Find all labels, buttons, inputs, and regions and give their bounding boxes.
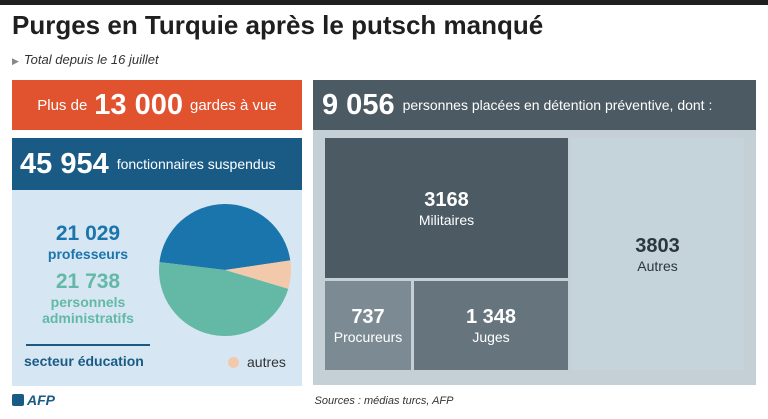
treemap-cell-autres-name: Autres	[637, 257, 678, 274]
treemap-cell-procureurs: 737 Procureurs	[325, 281, 411, 370]
pie-slice-autres	[225, 260, 291, 289]
top-bar	[0, 0, 768, 5]
sources-note: Sources : médias turcs, AFP	[314, 395, 454, 407]
treemap-cell-autres-label: 3803 Autres	[635, 235, 680, 274]
treemap-cell-militaires-name: Militaires	[418, 211, 475, 228]
custody-suffix: gardes à vue	[190, 96, 277, 114]
custody-prefix: Plus de	[37, 96, 88, 114]
treemap-cell-juges-label: 1 348 Juges	[466, 306, 516, 345]
pie-slice-professeurs	[159, 204, 291, 270]
pie-slice-personnels-administratifs	[158, 262, 289, 337]
custody-banner: Plus de 13 000 gardes à vue	[12, 80, 302, 130]
admin-label-line2: administratifs	[42, 310, 134, 326]
treemap-cell-militaires: 3168 Militaires	[325, 138, 568, 278]
treemap-cell-juges: 1 348 Juges	[414, 281, 568, 370]
treemap-cell-juges-value: 1 348	[465, 306, 517, 328]
suspended-label: fonctionnaires suspendus	[116, 156, 276, 172]
teachers-value: 21 029	[55, 222, 121, 245]
suspended-pie-chart	[158, 204, 291, 337]
sector-label: secteur éducation	[24, 353, 144, 369]
afp-logo-mark	[12, 394, 24, 406]
page-subtitle: ▶ Total depuis le 16 juillet	[12, 52, 159, 67]
afp-logo: AFP	[12, 392, 55, 408]
treemap-cell-militaires-value: 3168	[424, 188, 469, 211]
detention-label: personnes placées en détention préventiv…	[402, 97, 713, 113]
teachers-label: professeurs	[47, 246, 129, 262]
treemap-cell-autres-value: 3803	[635, 234, 680, 257]
treemap-cell-juges-name: Juges	[472, 329, 510, 345]
triangle-icon: ▶	[12, 56, 19, 66]
suspended-header: 45 954 fonctionnaires suspendus	[12, 138, 302, 190]
detention-header: 9 056 personnes placées en détention pré…	[313, 80, 756, 130]
admin-value: 21 738	[55, 270, 121, 293]
treemap-cell-autres: 3803 Autres	[571, 138, 744, 370]
subtitle-text: Total depuis le 16 juillet	[23, 52, 159, 67]
treemap-cell-militaires-label: 3168 Militaires	[419, 189, 474, 228]
sector-divider	[26, 344, 150, 346]
page-title: Purges en Turquie après le putsch manqué	[12, 10, 544, 40]
detention-value: 9 056	[322, 88, 395, 121]
treemap-cell-procureurs-label: 737 Procureurs	[334, 306, 402, 345]
custody-value: 13 000	[94, 88, 183, 121]
admin-label-line1: personnels	[50, 294, 126, 310]
teachers-stat: 21 029 professeurs	[18, 222, 158, 262]
treemap-cell-procureurs-name: Procureurs	[333, 329, 403, 345]
admin-stat: 21 738 personnels administratifs	[18, 270, 158, 326]
afp-logo-text: AFP	[27, 392, 55, 408]
legend-other-swatch	[228, 357, 239, 368]
treemap-cell-procureurs-value: 737	[351, 306, 385, 328]
suspended-value: 45 954	[20, 147, 109, 180]
legend-other-label: autres	[247, 354, 286, 370]
